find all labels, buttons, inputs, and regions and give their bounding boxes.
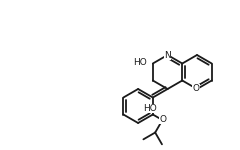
Text: HO: HO [133,58,147,67]
Text: HO: HO [143,104,157,113]
Text: O: O [193,84,200,93]
Text: O: O [160,115,167,124]
Text: N: N [164,51,171,60]
